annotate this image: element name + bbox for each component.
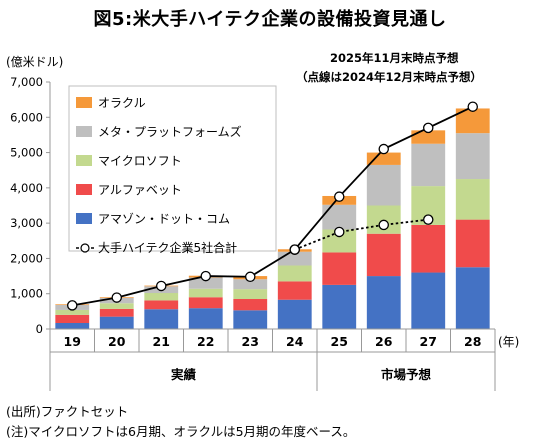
total-point-22 [200, 270, 211, 282]
chart-title: 図5:米大手ハイテク企業の設備投資見通し [93, 9, 447, 30]
forecast-dotted-note: （点線は2024年12月末時点予想） [296, 70, 483, 84]
bar-microsoft-20 [99, 303, 134, 309]
bar-alphabet-21 [144, 300, 179, 310]
legend-line-marker [80, 243, 90, 253]
total-point-25 [333, 191, 345, 202]
legend-swatch-meta [76, 126, 92, 137]
legend-swatch-microsoft [76, 155, 92, 166]
bar-oracle-26 [366, 152, 401, 165]
bar-amazon-28 [455, 267, 490, 329]
total-point-23 [244, 271, 256, 283]
chart-area: 0 1,000 2,000 3,000 4,000 5,000 6,000 7,000 19 20… [10, 75, 519, 391]
bar-amazon-25 [322, 284, 357, 329]
bar-microsoft-23 [233, 289, 268, 300]
prior-forecast-point-25 [333, 226, 345, 238]
bar-alphabet-28 [455, 219, 490, 268]
prior-forecast-line [294, 218, 429, 251]
bar-microsoft-28 [455, 179, 490, 220]
bar-alphabet-25 [322, 252, 357, 285]
bar-alphabet-24 [277, 281, 312, 300]
bar-microsoft-24 [277, 265, 312, 282]
footnote: (注)マイクロソフトは6月期、オラクルは5月期の年度ベース。 [6, 424, 356, 439]
legend-label-microsoft: マイクロソフト [98, 154, 182, 168]
bar-meta-22 [188, 277, 223, 289]
bar-microsoft-19 [55, 309, 90, 315]
bar-alphabet-23 [233, 299, 268, 311]
bar-alphabet-26 [366, 233, 401, 277]
group-label-0: 実績 [171, 367, 197, 382]
bar-alphabet-27 [411, 224, 446, 273]
legend-box [68, 85, 277, 252]
bar-alphabet-20 [99, 308, 134, 317]
group-label-1: 市場予想 [381, 367, 432, 382]
y-tick-label-5000: 5,000 [10, 146, 43, 160]
x-tick-label-27: 27 [420, 334, 437, 349]
legend-label-total: 大手ハイテク企業5社合計 [98, 240, 237, 255]
bar-meta-28 [455, 133, 490, 180]
legend-swatch-oracle [76, 97, 92, 108]
x-tick-label-23: 23 [242, 334, 259, 349]
y-tick-label-4000: 4,000 [10, 181, 43, 195]
total-point-19 [67, 300, 78, 311]
x-tick-label-24: 24 [286, 334, 304, 349]
bar-amazon-26 [366, 276, 401, 329]
bar-amazon-27 [411, 272, 446, 329]
bar-meta-26 [366, 164, 401, 206]
bar-amazon-20 [99, 316, 134, 329]
legend-label-meta: メタ・プラットフォームズ [98, 124, 242, 139]
prior-forecast-point-24 [289, 244, 300, 255]
bar-meta-27 [411, 143, 446, 187]
legend-label-oracle: オラクル [98, 96, 146, 110]
bar-oracle-27 [411, 130, 446, 144]
y-tick-label-6000: 6,000 [10, 110, 43, 124]
x-tick-label-21: 21 [153, 334, 170, 349]
source-note: (出所)ファクトセット [6, 404, 129, 419]
bar-amazon-23 [233, 310, 268, 329]
bar-meta-25 [322, 204, 357, 230]
x-tick-label-28: 28 [464, 334, 481, 349]
x-unit-label: (年) [498, 335, 519, 349]
y-tick-label-0: 0 [36, 322, 43, 336]
x-tick-label-19: 19 [64, 334, 81, 349]
legend-swatch-amazon [76, 213, 92, 224]
y-unit-label: (億米ドル) [6, 55, 64, 69]
bar-microsoft-21 [144, 293, 179, 301]
prior-forecast-point-27 [422, 214, 434, 225]
bar-microsoft-25 [322, 229, 357, 253]
bar-alphabet-22 [188, 297, 223, 309]
total-point-26 [378, 143, 389, 155]
legend: オラクルメタ・プラットフォームズマイクロソフトアルファベットアマゾン・ドット・コ… [68, 85, 277, 255]
total-line [72, 105, 474, 307]
y-tick-label-3000: 3,000 [10, 216, 43, 230]
y-tick-label-1000: 1,000 [10, 287, 43, 301]
total-point-28 [467, 101, 478, 112]
prior-forecast-point-26 [378, 219, 389, 231]
y-tick-label-2000: 2,000 [10, 251, 43, 265]
bar-amazon-21 [144, 309, 179, 329]
lines-layer [67, 101, 478, 311]
x-tick-label-22: 22 [197, 334, 214, 349]
y-tick-label-7000: 7,000 [10, 75, 43, 89]
x-tick-label-25: 25 [331, 334, 348, 349]
bar-amazon-24 [277, 299, 312, 329]
total-point-21 [155, 280, 167, 292]
bar-amazon-19 [55, 323, 90, 329]
bar-microsoft-22 [188, 288, 223, 298]
legend-swatch-alphabet [76, 184, 92, 195]
bar-alphabet-19 [55, 314, 90, 324]
total-point-20 [111, 292, 123, 303]
bar-amazon-22 [188, 308, 223, 329]
legend-label-amazon: アマゾン・ドット・コム [98, 212, 230, 226]
x-tick-label-26: 26 [375, 334, 393, 349]
forecast-note: 2025年11月末時点予想 [330, 51, 459, 65]
legend-label-alphabet: アルファベット [98, 183, 182, 197]
total-point-27 [422, 122, 434, 134]
axes-layer: 0 1,000 2,000 3,000 4,000 5,000 6,000 7,000 19 20… [10, 75, 519, 391]
x-tick-label-20: 20 [108, 334, 126, 349]
bar-meta-23 [233, 279, 268, 290]
